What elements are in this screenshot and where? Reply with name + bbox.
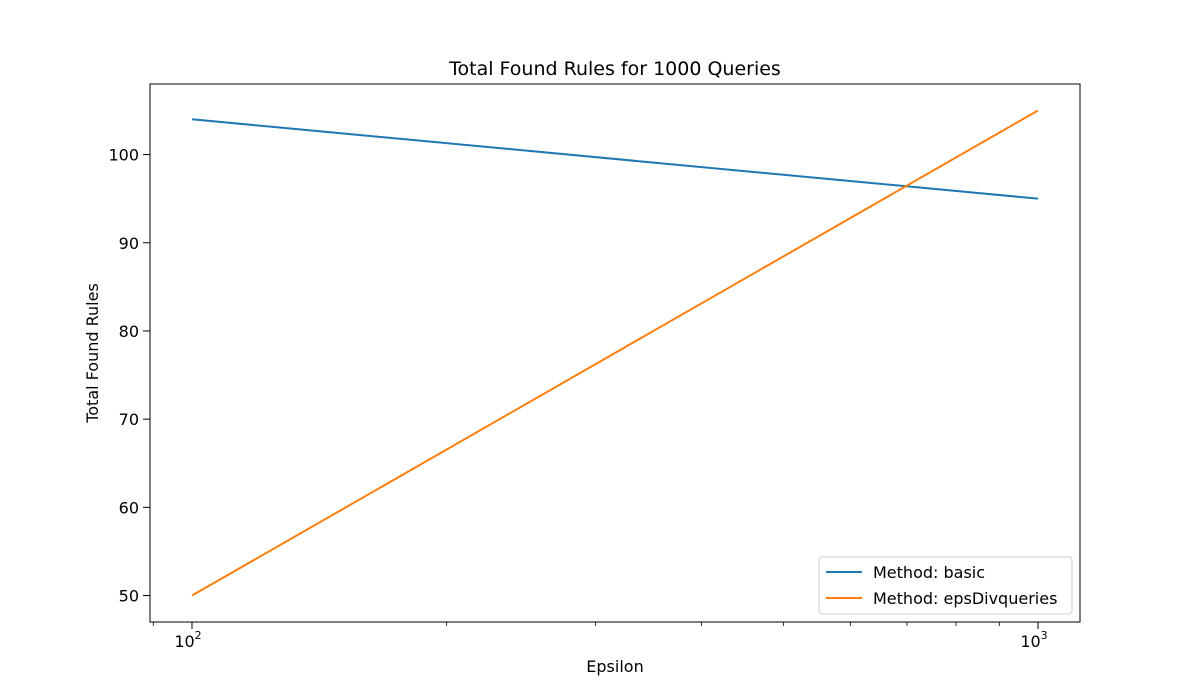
y-axis: 50 60 70 80 90 100 bbox=[108, 146, 150, 606]
chart-title: Total Found Rules for 1000 Queries bbox=[448, 58, 781, 80]
series-line bbox=[191, 118, 1039, 200]
series-line bbox=[191, 109, 1039, 597]
y-tick-label: 50 bbox=[119, 587, 139, 606]
x-axis-label: Epsilon bbox=[586, 657, 643, 676]
legend: Method: basic Method: epsDivqueries bbox=[818, 556, 1073, 615]
legend-label: Method: epsDivqueries bbox=[873, 589, 1057, 608]
y-tick-label: 80 bbox=[119, 322, 139, 341]
series-lines bbox=[191, 109, 1039, 597]
y-tick-label: 70 bbox=[119, 410, 139, 429]
legend-box bbox=[818, 556, 1073, 615]
axes-frame bbox=[149, 83, 1081, 623]
y-tick-label: 60 bbox=[119, 498, 139, 517]
y-tick-label: 100 bbox=[108, 146, 139, 165]
y-tick-label: 90 bbox=[119, 234, 139, 253]
legend-label: Method: basic bbox=[873, 563, 985, 582]
y-axis-label: Total Found Rules bbox=[83, 283, 102, 424]
